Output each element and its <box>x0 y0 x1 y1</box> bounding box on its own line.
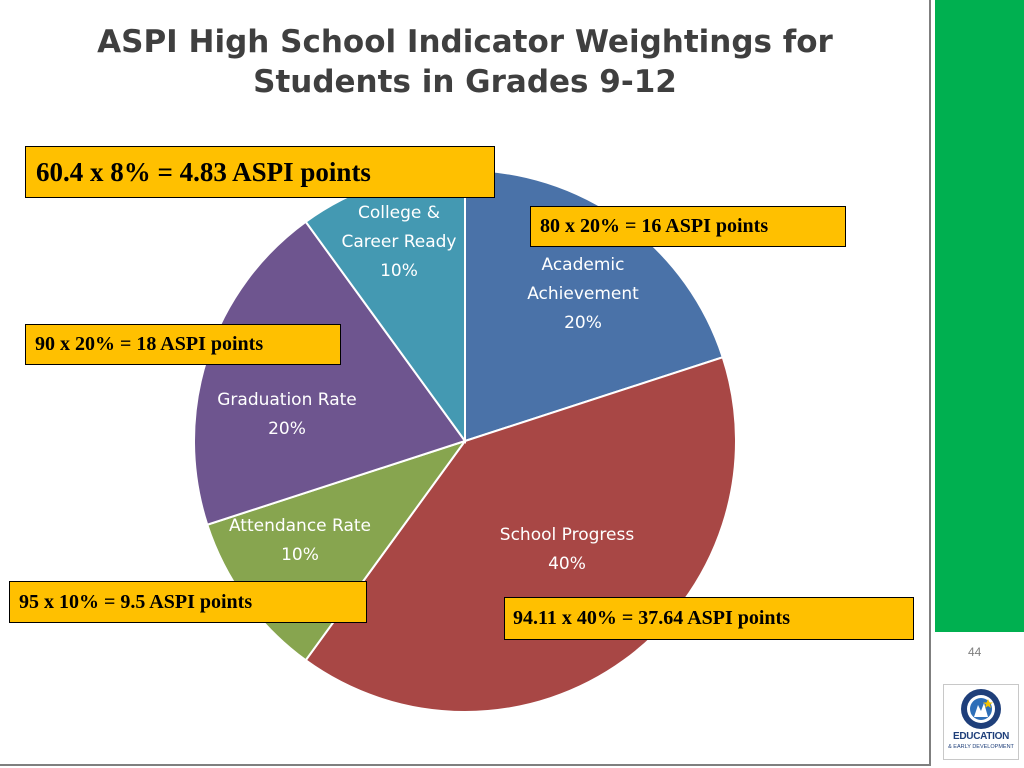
slice-percent-label: 20% <box>564 313 602 333</box>
slice-name-label: Career Ready <box>342 232 457 252</box>
callout-graduation: 90 x 20% = 18 ASPI points <box>25 324 341 365</box>
slice-name-label: College & <box>358 203 440 223</box>
logo-text-education: EDUCATION <box>952 731 1009 742</box>
slice-percent-label: 40% <box>548 554 586 574</box>
logo-seal-icon <box>961 689 1001 729</box>
slice-name-label: Achievement <box>527 284 639 304</box>
slice-label-2: Attendance Rate 10% <box>229 516 371 565</box>
green-side-bar <box>935 0 1024 632</box>
pie-chart: Academic Achievement 20% School Progress 40%… <box>193 168 737 713</box>
slice-label-4: College & Career Ready 10% <box>342 203 457 281</box>
title-line-1: ASPI High School Indicator Weightings fo… <box>97 24 833 60</box>
slice-percent-label: 20% <box>268 419 306 439</box>
callout-academic: 80 x 20% = 16 ASPI points <box>530 206 846 247</box>
callout-school-progress: 94.11 x 40% = 37.64 ASPI points <box>504 597 914 640</box>
slice-label-0: Academic Achievement 20% <box>527 255 639 333</box>
logo-text-early-development: & EARLY DEVELOPMENT <box>948 744 1014 750</box>
slice-percent-label: 10% <box>380 261 418 281</box>
slice-label-3: Graduation Rate 20% <box>217 390 357 439</box>
slide-title: ASPI High School Indicator Weightings fo… <box>40 22 890 102</box>
slice-percent-label: 10% <box>281 545 319 565</box>
slice-name-label: Graduation Rate <box>217 390 357 410</box>
department-logo: EDUCATION & EARLY DEVELOPMENT <box>943 684 1019 760</box>
callout-college-career: 60.4 x 8% = 4.83 ASPI points <box>25 146 495 198</box>
slice-name-label: School Progress <box>500 525 635 545</box>
slice-label-1: School Progress 40% <box>500 525 635 574</box>
title-line-2: Students in Grades 9-12 <box>253 64 677 100</box>
callout-attendance: 95 x 10% = 9.5 ASPI points <box>9 581 367 623</box>
slice-name-label: Academic <box>542 255 625 275</box>
slide-number: 44 <box>968 645 982 659</box>
slice-name-label: Attendance Rate <box>229 516 371 536</box>
